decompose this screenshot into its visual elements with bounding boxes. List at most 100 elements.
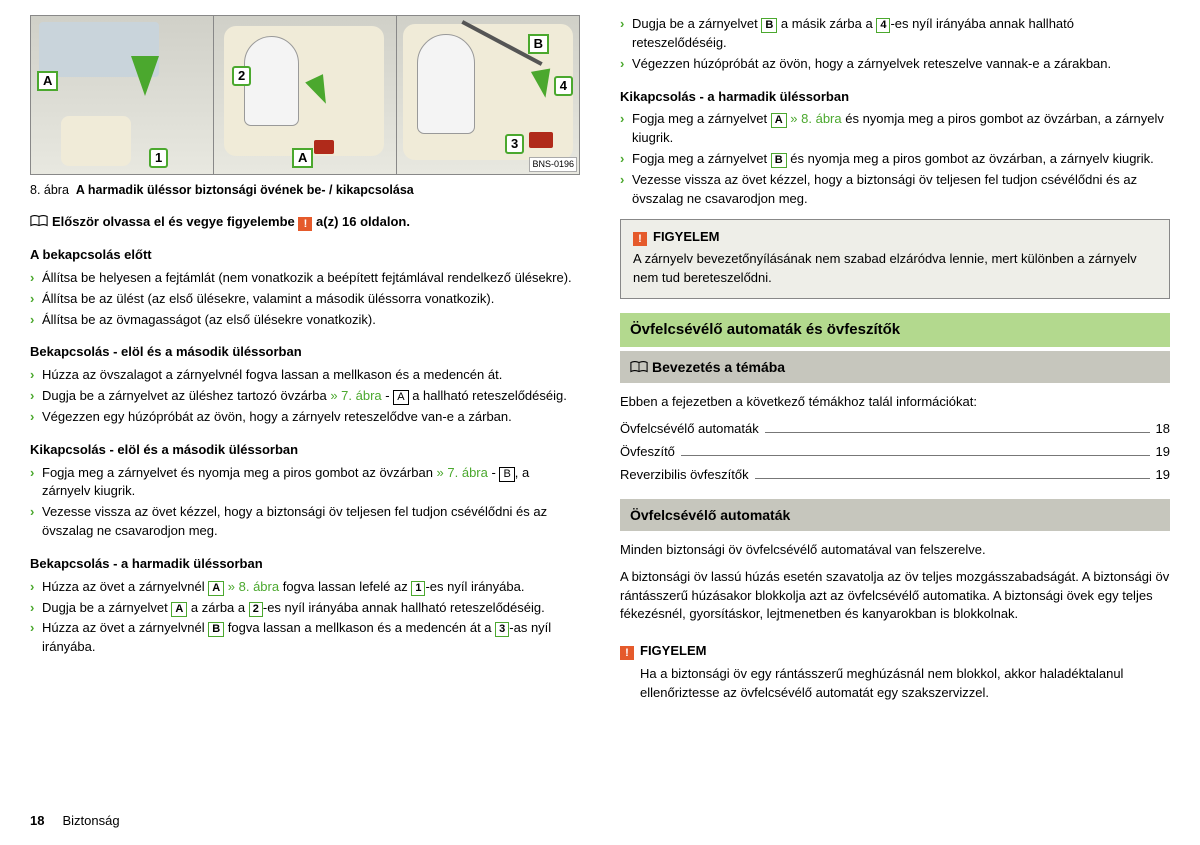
list-item: Dugja be a zárnyelvet az üléshez tartozó… [30,387,580,406]
text: Dugja be a zárnyelvet [632,16,761,31]
list-item: Fogja meg a zárnyelvet és nyomja meg a p… [30,464,580,502]
toc-row[interactable]: Övfelcsévélő automaták 18 [620,420,1170,439]
toc-page: 18 [1156,420,1170,439]
list-fasten-third: Húzza az övet a zárnyelvnél A » 8. ábra … [30,578,580,657]
book-icon [30,214,48,228]
toc-row[interactable]: Reverzibilis övfeszítők 19 [620,466,1170,485]
text: a hallható reteszelődéséig. [409,388,567,403]
text: fogva lassan lefelé az [279,579,411,594]
toc-label: Övfelcsévélő automaták [620,420,759,439]
figure-panel-3: B 4 3 BNS-0196 [397,16,579,174]
list-item: Vezesse vissza az övet kézzel, hogy a bi… [30,503,580,541]
text: Fogja meg a zárnyelvet [632,151,771,166]
list-item: Húzza az övet a zárnyelvnél B fogva lass… [30,619,580,657]
intro-suffix: a(z) 16 oldalon. [316,214,410,229]
section-gray-text: Bevezetés a témába [652,359,785,375]
list-before-fasten: Állítsa be helyesen a fejtámlát (nem von… [30,269,580,330]
footer-section: Biztonság [62,813,119,828]
text: a másik zárba a [777,16,876,31]
book-icon [630,359,648,373]
notice-title-text: FIGYELEM [653,229,719,244]
list-unfasten-front: Fogja meg a zárnyelvet és nyomja meg a p… [30,464,580,541]
text: Dugja be a zárnyelvet az üléshez tartozó… [42,388,330,403]
callout-A: A [37,71,58,91]
list-item: Dugja be a zárnyelvet B a másik zárba a … [620,15,1170,53]
ref-fig8b: » 8. ábra [787,111,842,126]
list-item: Állítsa be helyesen a fejtámlát (nem von… [30,269,580,288]
text: a zárba a [187,600,248,615]
subhead-fasten-third: Bekapcsolás - a harmadik üléssorban [30,555,580,574]
subhead-fasten-front: Bekapcsolás - elöl és a második üléssorb… [30,343,580,362]
inline-box-B: B [761,18,777,33]
notice-title-text: FIGYELEM [640,643,706,658]
inline-box-B: B [499,467,514,482]
text: és nyomja meg a piros gombot az övzárban… [787,151,1154,166]
callout-B: B [528,34,549,54]
list-item: Vezesse vissza az övet kézzel, hogy a bi… [620,171,1170,209]
toc-intro: Ebben a fejezetben a következő témákhoz … [620,393,1170,412]
figure-number: 8. ábra [30,183,69,197]
toc-leader [765,432,1150,433]
inline-box-2: 2 [249,602,263,617]
warn-badge-icon: ! [298,217,312,231]
list-item: Végezzen egy húzópróbát az övön, hogy a … [30,408,580,427]
belt-buckle [314,140,334,154]
toc: Övfelcsévélő automaták 18 Övfeszítő 19 R… [620,420,1170,485]
ref-fig7: » 7. ábra [330,388,381,403]
callout-3: 3 [505,134,524,154]
ref-fig7b: » 7. ábra [437,465,488,480]
inline-box-1: 1 [411,581,425,596]
figure-caption: 8. ábra A harmadik üléssor biztonsági öv… [30,181,580,199]
text: - [382,388,394,403]
subhead-unfasten-third: Kikapcsolás - a harmadik üléssorban [620,88,1170,107]
toc-label: Reverzibilis övfeszítők [620,466,749,485]
text: fogva lassan a mellkason és a medencén á… [224,620,495,635]
inline-box-B: B [208,622,224,637]
section-heading-gray: Bevezetés a témába [620,351,1170,383]
page-footer: 18Biztonság [30,812,120,831]
figure-panel-1: A 1 [31,16,214,174]
list-fasten-front: Húzza az övszalagot a zárnyelvnél fogva … [30,366,580,427]
callout-4: 4 [554,76,573,96]
list-item: Állítsa be az övmagasságot (az első ülés… [30,311,580,330]
inline-box-A: A [208,581,224,596]
text: Húzza az övet a zárnyelvnél [42,579,208,594]
text: Fogja meg a zárnyelvet és nyomja meg a p… [42,465,437,480]
list-item: Dugja be a zárnyelvet A a zárba a 2-es n… [30,599,580,618]
list-item: Húzza az övszalagot a zárnyelvnél fogva … [30,366,580,385]
notice-warning-1: !FIGYELEM A zárnyelv bevezetőnyílásának … [620,219,1170,300]
text: -es nyíl irányába. [425,579,524,594]
toc-row[interactable]: Övfeszítő 19 [620,443,1170,462]
toc-page: 19 [1156,466,1170,485]
text: - [488,465,500,480]
toc-page: 19 [1156,443,1170,462]
seat-shape [61,116,131,166]
list-item: Fogja meg a zárnyelvet B és nyomja meg a… [620,150,1170,169]
list-item: Húzza az övet a zárnyelvnél A » 8. ábra … [30,578,580,597]
toc-leader [755,478,1150,479]
inline-box-4: 4 [876,18,890,33]
notice-body: A zárnyelv bevezetőnyílásának nem szabad… [633,250,1157,288]
belt-buckle-3 [529,132,553,148]
list-item: Állítsa be az ülést (az első ülésekre, v… [30,290,580,309]
inline-box-A: A [393,390,408,405]
figure-8: A 1 2 A B 4 3 BNS-019 [30,15,580,175]
inline-box-A: A [771,113,787,128]
list-fasten-third-cont: Dugja be a zárnyelvet B a másik zárba a … [620,15,1170,74]
text: Húzza az övet a zárnyelvnél [42,620,208,635]
toc-label: Övfeszítő [620,443,675,462]
intro-prefix: Először olvassa el és vegye figyelembe [52,214,295,229]
warn-icon: ! [620,646,634,660]
inline-box-3: 3 [495,622,509,637]
notice-title: !FIGYELEM [633,228,1157,247]
figure-caption-text: A harmadik üléssor biztonsági övének be-… [76,183,414,197]
arrow-1 [131,56,159,96]
list-unfasten-third: Fogja meg a zárnyelvet A » 8. ábra és ny… [620,110,1170,208]
figure-code: BNS-0196 [529,157,577,172]
ref-fig8: » 8. ábra [224,579,279,594]
person-silhouette-3 [417,34,475,134]
inline-box-A: A [171,602,187,617]
callout-2: 2 [232,66,251,86]
section-heading-gray-2: Övfelcsévélő automaták [620,499,1170,531]
subhead-before-fasten: A bekapcsolás előtt [30,246,580,265]
